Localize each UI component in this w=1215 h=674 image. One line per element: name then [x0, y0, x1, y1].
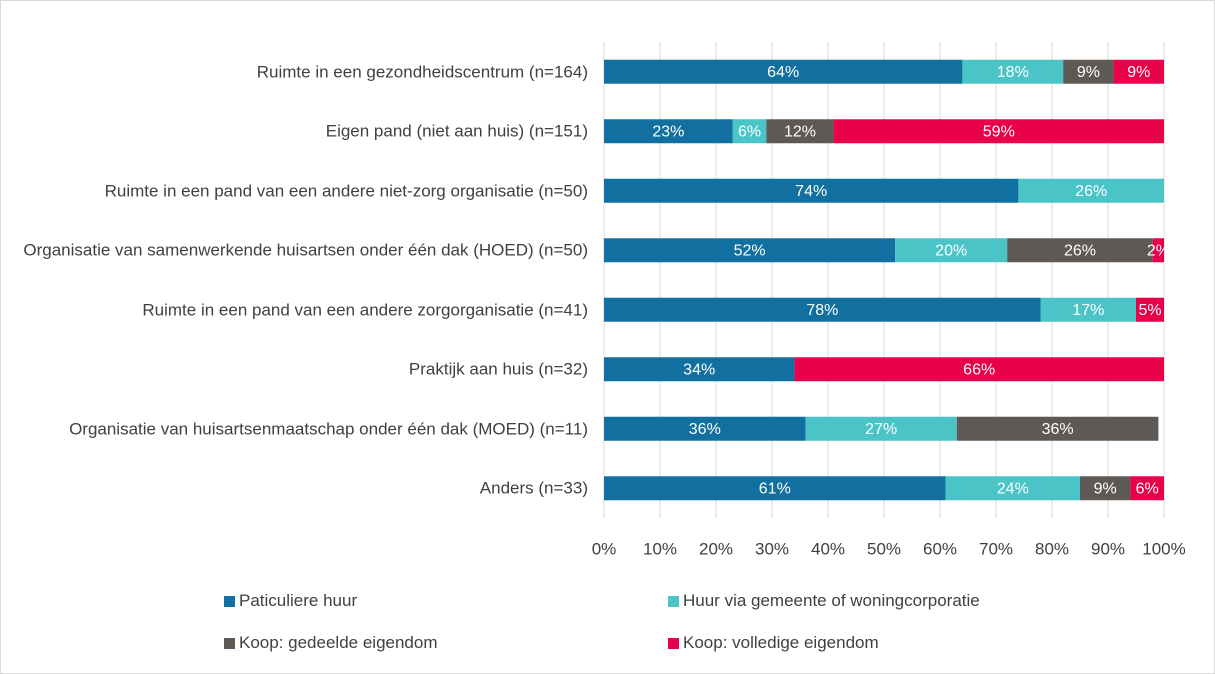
bar-segment — [962, 59, 1064, 84]
x-tick-label: 30% — [755, 539, 789, 558]
bar-segment — [604, 416, 806, 441]
category-label: Organisatie van huisartsenmaatschap onde… — [18, 414, 588, 443]
category-text: Organisatie van samenwerkende huisartsen… — [23, 240, 588, 260]
x-tick-label: 40% — [811, 539, 845, 558]
bar-segment — [945, 476, 1080, 501]
data-label: 27% — [865, 421, 897, 438]
bar-segment — [604, 119, 733, 144]
data-label: 36% — [1042, 421, 1074, 438]
bar-segment — [895, 238, 1008, 263]
bar-segment — [604, 238, 896, 263]
data-label: 24% — [997, 480, 1029, 497]
category-text: Anders (n=33) — [479, 478, 588, 498]
legend-swatch — [668, 637, 679, 649]
category-label: Praktijk aan huis (n=32) — [18, 355, 588, 384]
data-label: 26% — [1064, 242, 1096, 259]
category-label: Ruimte in een pand van een andere zorgor… — [18, 295, 588, 324]
data-label: 17% — [1072, 302, 1104, 319]
legend-item: Huur via gemeente of woningcorporatie — [668, 591, 980, 611]
data-label: 23% — [652, 123, 684, 140]
category-label: Anders (n=33) — [18, 474, 588, 503]
data-label: 9% — [1094, 480, 1117, 497]
data-label: 34% — [683, 361, 715, 378]
legend-item: Paticuliere huur — [224, 591, 357, 611]
category-text: Ruimte in een pand van een andere niet-z… — [104, 181, 588, 201]
x-tick-label: 100% — [1142, 539, 1185, 558]
data-label: 2% — [1147, 242, 1170, 259]
x-tick-label: 0% — [592, 539, 617, 558]
bar-segment — [1113, 59, 1164, 84]
data-label: 61% — [759, 480, 791, 497]
data-label: 12% — [784, 123, 816, 140]
x-tick-label: 10% — [643, 539, 677, 558]
x-tick-label: 90% — [1091, 539, 1125, 558]
category-text: Eigen pand (niet aan huis) (n=151) — [325, 121, 588, 141]
data-label: 26% — [1075, 183, 1107, 200]
category-text: Organisatie van huisartsenmaatschap onde… — [69, 419, 588, 439]
legend-swatch — [668, 595, 679, 607]
bar-segment — [1152, 238, 1164, 263]
data-label: 20% — [935, 242, 967, 259]
bar-segment — [1130, 476, 1164, 501]
bar-segment — [805, 416, 957, 441]
category-label: Organisatie van samenwerkende huisartsen… — [18, 236, 588, 265]
bar-segment — [1080, 476, 1131, 501]
bar-segment — [1063, 59, 1114, 84]
category-text: Ruimte in een pand van een andere zorgor… — [142, 300, 588, 320]
legend-item: Koop: volledige eigendom — [668, 633, 879, 653]
legend-swatch — [224, 595, 235, 607]
x-tick-label: 50% — [867, 539, 901, 558]
legend-swatch — [224, 637, 235, 649]
bar-segment — [732, 119, 767, 144]
legend-label: Koop: gedeelde eigendom — [239, 633, 438, 652]
category-text: Praktijk aan huis (n=32) — [408, 359, 588, 379]
data-label: 6% — [738, 123, 761, 140]
data-label: 18% — [997, 64, 1029, 81]
bar-segment — [794, 357, 1164, 382]
bar-segment — [1040, 297, 1136, 322]
category-text: Ruimte in een gezondheidscentrum (n=164) — [256, 62, 588, 82]
data-label: 74% — [795, 183, 827, 200]
bar-segment — [1007, 238, 1153, 263]
bar-segment — [604, 476, 946, 501]
bar-segment — [604, 357, 795, 382]
data-label: 78% — [806, 302, 838, 319]
data-label: 52% — [734, 242, 766, 259]
x-tick-label: 70% — [979, 539, 1013, 558]
data-label: 36% — [689, 421, 721, 438]
data-label: 5% — [1138, 302, 1161, 319]
legend-label: Paticuliere huur — [239, 591, 358, 610]
x-tick-label: 60% — [923, 539, 957, 558]
bar-segment — [956, 416, 1159, 441]
category-label: Eigen pand (niet aan huis) (n=151) — [18, 117, 588, 146]
data-label: 6% — [1136, 480, 1159, 497]
bar-segment — [833, 119, 1164, 144]
category-label: Ruimte in een gezondheidscentrum (n=164) — [18, 57, 588, 86]
data-label: 59% — [983, 123, 1015, 140]
legend-label: Koop: volledige eigendom — [683, 633, 879, 652]
legend-label: Huur via gemeente of woningcorporatie — [683, 591, 980, 610]
x-tick-label: 20% — [699, 539, 733, 558]
bar-segment — [604, 59, 963, 84]
data-label: 64% — [767, 64, 799, 81]
bar-segment — [604, 297, 1041, 322]
x-tick-label: 80% — [1035, 539, 1069, 558]
data-label: 9% — [1077, 64, 1100, 81]
data-label: 9% — [1127, 64, 1150, 81]
legend-item: Koop: gedeelde eigendom — [224, 633, 438, 653]
bar-segment — [1136, 297, 1164, 322]
category-label: Ruimte in een pand van een andere niet-z… — [18, 176, 588, 205]
bar-segment — [766, 119, 834, 144]
bar-segment — [604, 178, 1019, 203]
data-label: 66% — [963, 361, 995, 378]
bar-segment — [1018, 178, 1164, 203]
